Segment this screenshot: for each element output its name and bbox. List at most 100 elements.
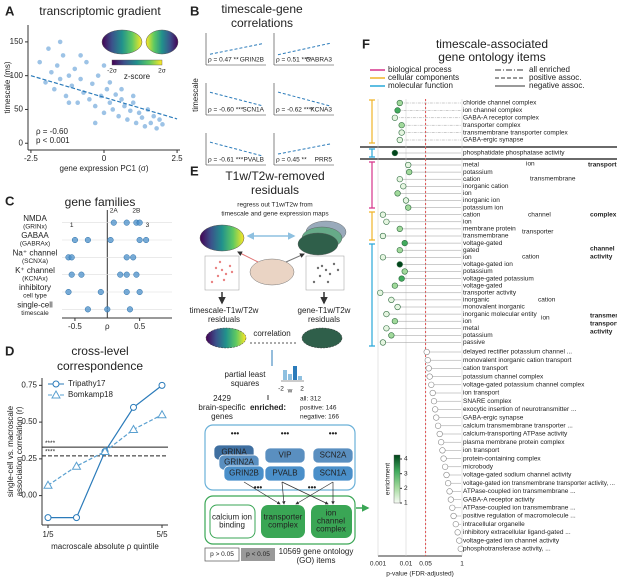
y-axis-label: association correlation (r) bbox=[15, 406, 24, 496]
point bbox=[133, 120, 139, 126]
point bbox=[97, 288, 104, 296]
rho-label: ρ = 0.47 ** bbox=[208, 57, 239, 64]
row-label: phosphatidate phosphatase activity bbox=[463, 150, 565, 157]
gene-count: 2429 bbox=[213, 394, 231, 403]
x-tick-label: 0.01 bbox=[400, 561, 413, 568]
fit-line bbox=[209, 91, 263, 107]
point bbox=[116, 113, 121, 119]
row-label: intracellular organelle bbox=[463, 521, 525, 528]
row-label: transmembrane transporter complex bbox=[463, 129, 569, 136]
dot bbox=[439, 447, 446, 454]
ellipsis: ••• bbox=[281, 429, 290, 438]
gene-count: brain-specific bbox=[198, 403, 245, 412]
gene-name: VIP bbox=[279, 451, 292, 460]
go-count: (GO) items bbox=[296, 556, 335, 565]
gene-box bbox=[223, 465, 265, 482]
pls-label: partial least bbox=[225, 370, 267, 379]
row-label: voltage-gated ion bbox=[463, 261, 513, 268]
point bbox=[122, 103, 127, 109]
row-label: plasma membrane protein complex bbox=[463, 439, 565, 446]
dot bbox=[433, 414, 440, 421]
dot bbox=[394, 303, 401, 311]
row-label: microbody bbox=[463, 464, 494, 471]
chart-title: timescale-associated bbox=[436, 37, 548, 51]
x-tick-label: 1 bbox=[460, 561, 464, 568]
row-label: potassium ion bbox=[463, 204, 503, 211]
y-tick-label: 150 bbox=[10, 37, 24, 46]
point bbox=[128, 108, 133, 114]
row-label: voltage-gated sodium channel activity bbox=[463, 472, 572, 479]
row-label: voltage-gated bbox=[463, 282, 503, 289]
point bbox=[107, 236, 114, 244]
category-label: cell type bbox=[23, 293, 47, 300]
panel-title: timescale-gene bbox=[221, 2, 303, 16]
point-label: 3 bbox=[146, 222, 150, 229]
y-tick-label: 0.25 bbox=[21, 454, 37, 463]
fit-line bbox=[209, 141, 263, 157]
marker bbox=[73, 514, 80, 522]
point bbox=[148, 120, 154, 126]
dot bbox=[398, 129, 405, 136]
dot bbox=[377, 289, 384, 296]
category-label: Na⁺ channel bbox=[13, 248, 58, 257]
annotation: ρ = -0.60 bbox=[36, 127, 68, 136]
row-label: voltage-gated potassium channel complex bbox=[463, 382, 585, 389]
gene-box bbox=[264, 447, 306, 464]
point bbox=[43, 80, 48, 85]
dot bbox=[434, 422, 442, 429]
row-label: ion bbox=[463, 318, 472, 325]
colorbar-title: enrichment bbox=[385, 463, 392, 495]
point bbox=[63, 93, 69, 99]
gene-name: SCN1A bbox=[320, 469, 347, 478]
point bbox=[84, 236, 91, 244]
dot bbox=[379, 254, 387, 261]
tree-label: cation bbox=[538, 297, 556, 304]
row-label: cation bbox=[463, 211, 481, 218]
dot bbox=[383, 311, 390, 318]
x-tick-label: -0.5 bbox=[68, 322, 82, 331]
pls-axis-label: 2 bbox=[300, 386, 304, 393]
dot bbox=[445, 480, 452, 487]
pls-label: squares bbox=[231, 379, 259, 388]
gene-name: GRINA bbox=[221, 448, 247, 457]
y-tick-label: 0.00 bbox=[21, 491, 37, 500]
point bbox=[101, 63, 107, 68]
gene-label: PRR5 bbox=[315, 157, 333, 164]
row-label: ATPase-coupled ion transmembrane ... bbox=[463, 488, 576, 495]
gene-box bbox=[312, 465, 354, 482]
point bbox=[72, 66, 78, 72]
fit-line bbox=[30, 75, 178, 120]
ontology-brackets bbox=[360, 69, 617, 504]
y-tick-label: 0 bbox=[19, 138, 24, 147]
go-label: binding bbox=[219, 521, 245, 530]
dot bbox=[456, 537, 463, 544]
panel-letter: C bbox=[5, 193, 15, 208]
row-label: cation transport bbox=[463, 365, 508, 372]
point bbox=[160, 122, 165, 127]
gene-label: KCNA3 bbox=[310, 107, 332, 114]
dot bbox=[391, 282, 398, 289]
gene-label: GABRA3 bbox=[306, 57, 333, 64]
dot bbox=[449, 504, 456, 511]
row-label: GABA-ergic synapse bbox=[463, 414, 524, 421]
group-label: transport bbox=[588, 162, 617, 169]
point bbox=[87, 97, 92, 102]
legend-label: p > 0.05 bbox=[210, 551, 234, 558]
point bbox=[139, 115, 145, 120]
row-label: ion transport bbox=[463, 447, 499, 454]
subtitle: timescale and gene expression maps bbox=[221, 211, 329, 218]
tree-label: channel bbox=[528, 212, 551, 219]
dot bbox=[440, 455, 447, 462]
colorbar-tick-label: 1 bbox=[404, 500, 408, 507]
dot bbox=[383, 325, 390, 332]
marker bbox=[44, 514, 52, 522]
legend-label: Tripathy17 bbox=[68, 379, 106, 388]
dot bbox=[400, 183, 407, 190]
point bbox=[95, 73, 101, 78]
point bbox=[104, 86, 110, 92]
dot bbox=[396, 136, 403, 144]
colorbar-title: z-score bbox=[124, 72, 151, 81]
row-label: voltage-gated ion transmembrane transpor… bbox=[463, 480, 615, 487]
panel-letter: B bbox=[190, 3, 199, 18]
